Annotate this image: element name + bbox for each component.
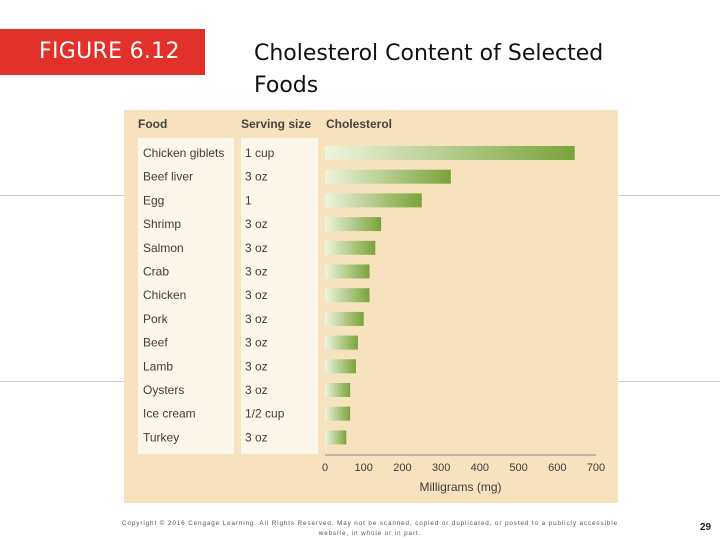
food-label: Beef: [143, 336, 168, 350]
x-tick-label: 500: [509, 462, 527, 474]
x-axis-label: Milligrams (mg): [420, 480, 502, 494]
bar: [325, 217, 382, 232]
serving-label: 3 oz: [245, 288, 268, 302]
serving-label: 1: [245, 193, 252, 207]
food-label: Chicken: [143, 288, 186, 302]
serving-label: 3 oz: [245, 312, 268, 326]
serving-column-background: [241, 138, 318, 454]
food-label: Lamb: [143, 359, 173, 373]
food-label: Egg: [143, 193, 164, 207]
x-tick-label: 0: [322, 462, 328, 474]
bar: [325, 430, 347, 445]
x-tick-label: 600: [548, 462, 566, 474]
food-label: Shrimp: [143, 217, 181, 231]
x-tick-label: 400: [471, 462, 489, 474]
serving-label: 3 oz: [245, 336, 268, 350]
slide-title: Cholesterol Content of Selected Foods: [254, 41, 604, 98]
food-label: Crab: [143, 265, 169, 279]
serving-label: 3 oz: [245, 383, 268, 397]
cholesterol-header: Cholesterol: [326, 117, 393, 131]
serving-label: 3 oz: [245, 170, 268, 184]
bar: [325, 311, 364, 326]
x-tick-label: 700: [587, 462, 605, 474]
x-tick-label: 300: [432, 462, 450, 474]
food-column-background: [138, 138, 234, 454]
food-label: Pork: [143, 312, 169, 326]
food-label: Oysters: [143, 383, 184, 397]
bar: [325, 193, 422, 208]
serving-label: 1/2 cup: [245, 407, 285, 421]
page-number: 29: [700, 522, 712, 533]
food-label: Chicken giblets: [143, 146, 224, 160]
copyright-notice: Copyright © 2016 Cengage Learning. All R…: [122, 520, 618, 537]
bar: [325, 406, 351, 421]
serving-label: 3 oz: [245, 359, 268, 373]
serving-label: 1 cup: [245, 146, 275, 160]
bar: [325, 264, 370, 279]
food-label: Ice cream: [143, 407, 196, 421]
serving-label: 3 oz: [245, 265, 268, 279]
figure-label: FIGURE 6.12: [0, 29, 205, 75]
serving-label: 3 oz: [245, 217, 268, 231]
food-label: Salmon: [143, 241, 184, 255]
bar: [325, 169, 451, 184]
serving-header: Serving size: [241, 117, 312, 131]
x-tick-label: 100: [355, 462, 373, 474]
serving-label: 3 oz: [245, 430, 268, 444]
bar: [325, 359, 356, 374]
x-tick-label: 200: [393, 462, 411, 474]
food-label: Beef liver: [143, 170, 193, 184]
serving-label: 3 oz: [245, 241, 268, 255]
food-header: Food: [138, 117, 168, 131]
bar: [325, 335, 358, 350]
bar: [325, 288, 370, 303]
bar: [325, 383, 351, 397]
bar: [325, 240, 376, 255]
bar: [325, 146, 575, 160]
food-label: Turkey: [143, 430, 179, 444]
